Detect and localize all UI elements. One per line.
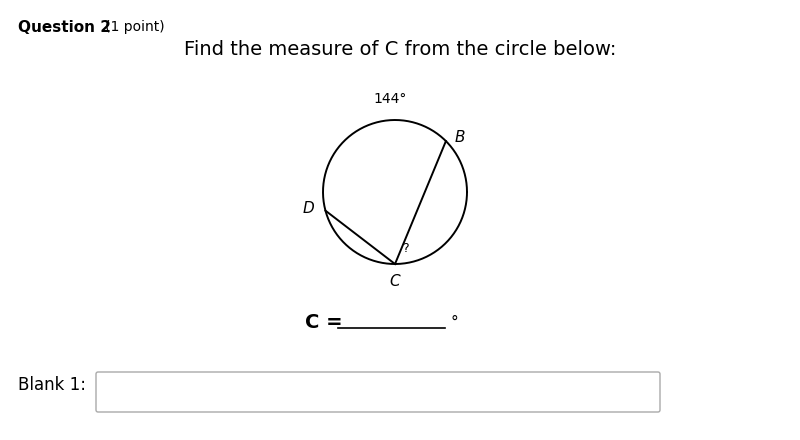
Text: C: C bbox=[390, 274, 400, 289]
Text: (1 point): (1 point) bbox=[105, 20, 165, 34]
Text: C =: C = bbox=[305, 312, 342, 331]
Text: B: B bbox=[455, 130, 466, 145]
Text: Question 2: Question 2 bbox=[18, 20, 111, 35]
Text: D: D bbox=[302, 201, 314, 216]
Text: Blank 1:: Blank 1: bbox=[18, 376, 86, 394]
Text: ?: ? bbox=[402, 242, 409, 255]
Text: °: ° bbox=[450, 315, 458, 330]
FancyBboxPatch shape bbox=[96, 372, 660, 412]
Text: 144°: 144° bbox=[374, 92, 406, 106]
Text: Find the measure of C from the circle below:: Find the measure of C from the circle be… bbox=[184, 40, 616, 59]
